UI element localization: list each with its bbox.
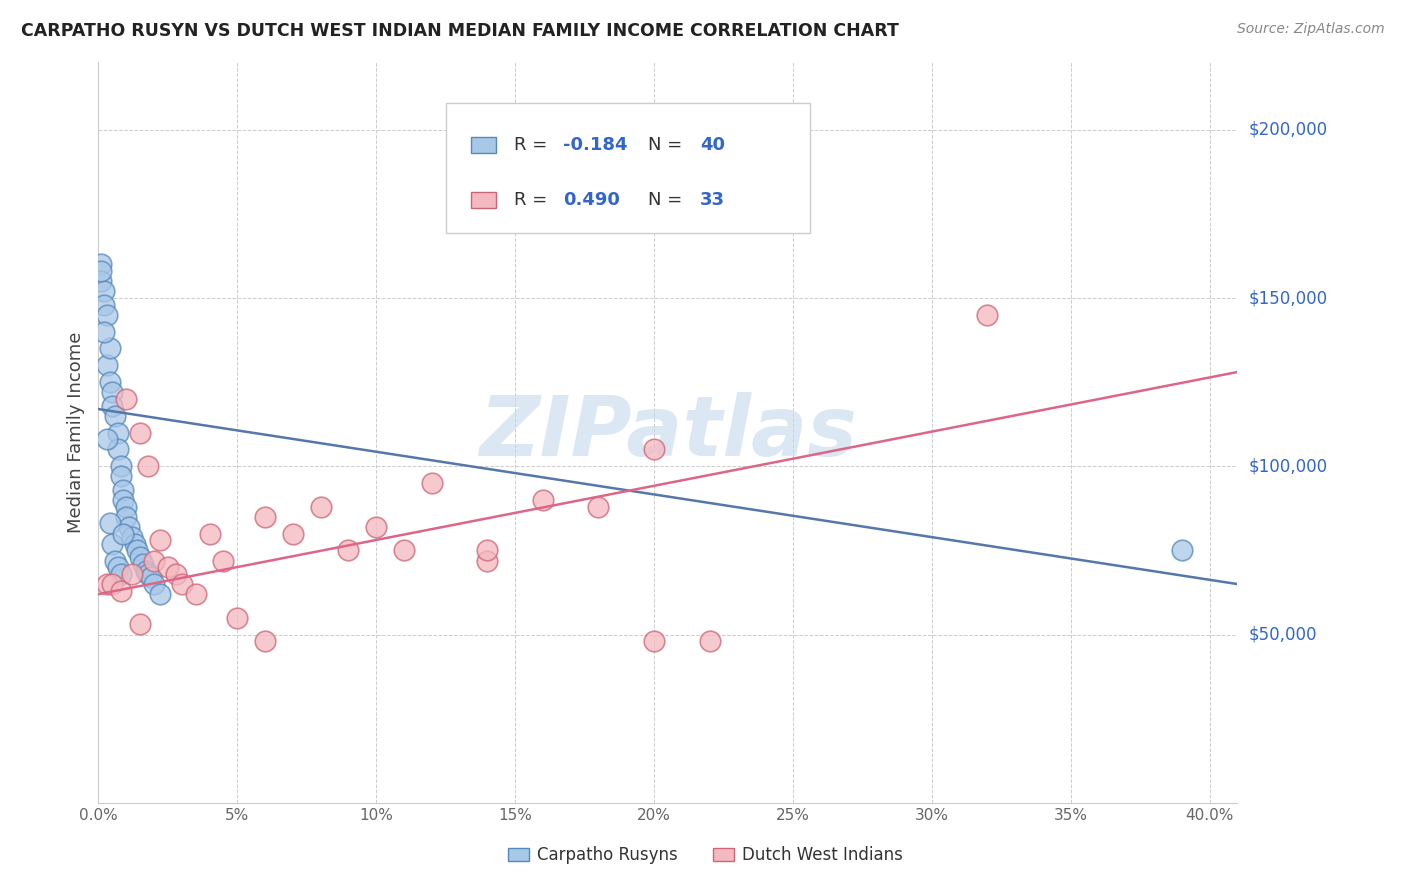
Point — [107, 425, 129, 440]
Point — [643, 442, 665, 457]
Text: Carpatho Rusyns: Carpatho Rusyns — [537, 846, 678, 863]
Point — [90, 274, 112, 288]
Text: N =: N = — [648, 136, 689, 154]
Point — [976, 308, 998, 322]
Point — [129, 425, 152, 440]
Point — [127, 543, 149, 558]
Text: R =: R = — [515, 136, 553, 154]
Point — [699, 634, 721, 648]
Point — [96, 308, 118, 322]
Text: CARPATHO RUSYN VS DUTCH WEST INDIAN MEDIAN FAMILY INCOME CORRELATION CHART: CARPATHO RUSYN VS DUTCH WEST INDIAN MEDI… — [21, 22, 898, 40]
Point — [588, 500, 610, 514]
Text: Source: ZipAtlas.com: Source: ZipAtlas.com — [1237, 22, 1385, 37]
Text: ZIPatlas: ZIPatlas — [479, 392, 856, 473]
Point — [93, 298, 115, 312]
Point — [107, 560, 129, 574]
Point — [135, 564, 157, 578]
Text: $50,000: $50,000 — [1249, 625, 1317, 643]
Point — [112, 483, 135, 497]
Point — [226, 610, 249, 624]
FancyBboxPatch shape — [471, 192, 496, 208]
Text: 0.490: 0.490 — [562, 191, 620, 209]
FancyBboxPatch shape — [471, 136, 496, 153]
Point — [110, 566, 132, 581]
Point — [392, 543, 415, 558]
Point — [115, 500, 138, 514]
Point — [110, 469, 132, 483]
Text: $100,000: $100,000 — [1249, 458, 1327, 475]
Point — [93, 325, 115, 339]
Point — [129, 550, 152, 565]
Point — [98, 375, 121, 389]
Point — [309, 500, 332, 514]
FancyBboxPatch shape — [509, 848, 529, 862]
FancyBboxPatch shape — [713, 848, 734, 862]
Point — [1170, 543, 1192, 558]
Point — [121, 530, 143, 544]
Point — [129, 617, 152, 632]
Point — [101, 536, 124, 550]
Point — [184, 587, 207, 601]
Point — [420, 476, 443, 491]
Text: Dutch West Indians: Dutch West Indians — [742, 846, 903, 863]
Point — [101, 577, 124, 591]
Point — [110, 583, 132, 598]
Point — [90, 257, 112, 271]
Text: R =: R = — [515, 191, 553, 209]
Point — [115, 509, 138, 524]
Point — [138, 566, 160, 581]
Point — [98, 516, 121, 531]
Point — [337, 543, 360, 558]
Point — [124, 536, 146, 550]
Point — [281, 526, 304, 541]
Point — [212, 553, 235, 567]
Text: 33: 33 — [700, 191, 724, 209]
Point — [138, 459, 160, 474]
Point — [170, 577, 193, 591]
Point — [96, 359, 118, 373]
Text: $200,000: $200,000 — [1249, 120, 1327, 139]
Point — [107, 442, 129, 457]
Point — [112, 492, 135, 507]
Point — [121, 566, 143, 581]
Text: $150,000: $150,000 — [1249, 289, 1327, 307]
Point — [98, 342, 121, 356]
Point — [132, 557, 155, 571]
Point — [110, 459, 132, 474]
Text: -0.184: -0.184 — [562, 136, 627, 154]
Point — [165, 566, 187, 581]
Point — [118, 520, 141, 534]
Point — [477, 553, 499, 567]
Point — [477, 543, 499, 558]
Point — [156, 560, 179, 574]
Text: N =: N = — [648, 191, 689, 209]
Point — [93, 285, 115, 299]
Point — [112, 526, 135, 541]
Point — [96, 433, 118, 447]
Point — [254, 634, 277, 648]
Point — [148, 533, 170, 548]
Point — [101, 399, 124, 413]
Point — [148, 587, 170, 601]
FancyBboxPatch shape — [446, 103, 810, 233]
Point — [143, 553, 166, 567]
Point — [141, 570, 163, 584]
Point — [115, 392, 138, 406]
Text: 40: 40 — [700, 136, 724, 154]
Point — [143, 577, 166, 591]
Point — [96, 577, 118, 591]
Point — [254, 509, 277, 524]
Y-axis label: Median Family Income: Median Family Income — [67, 332, 86, 533]
Point — [101, 385, 124, 400]
Point — [198, 526, 221, 541]
Point — [104, 409, 127, 423]
Point — [90, 264, 112, 278]
Point — [531, 492, 554, 507]
Point — [104, 553, 127, 567]
Point — [643, 634, 665, 648]
Point — [366, 520, 388, 534]
